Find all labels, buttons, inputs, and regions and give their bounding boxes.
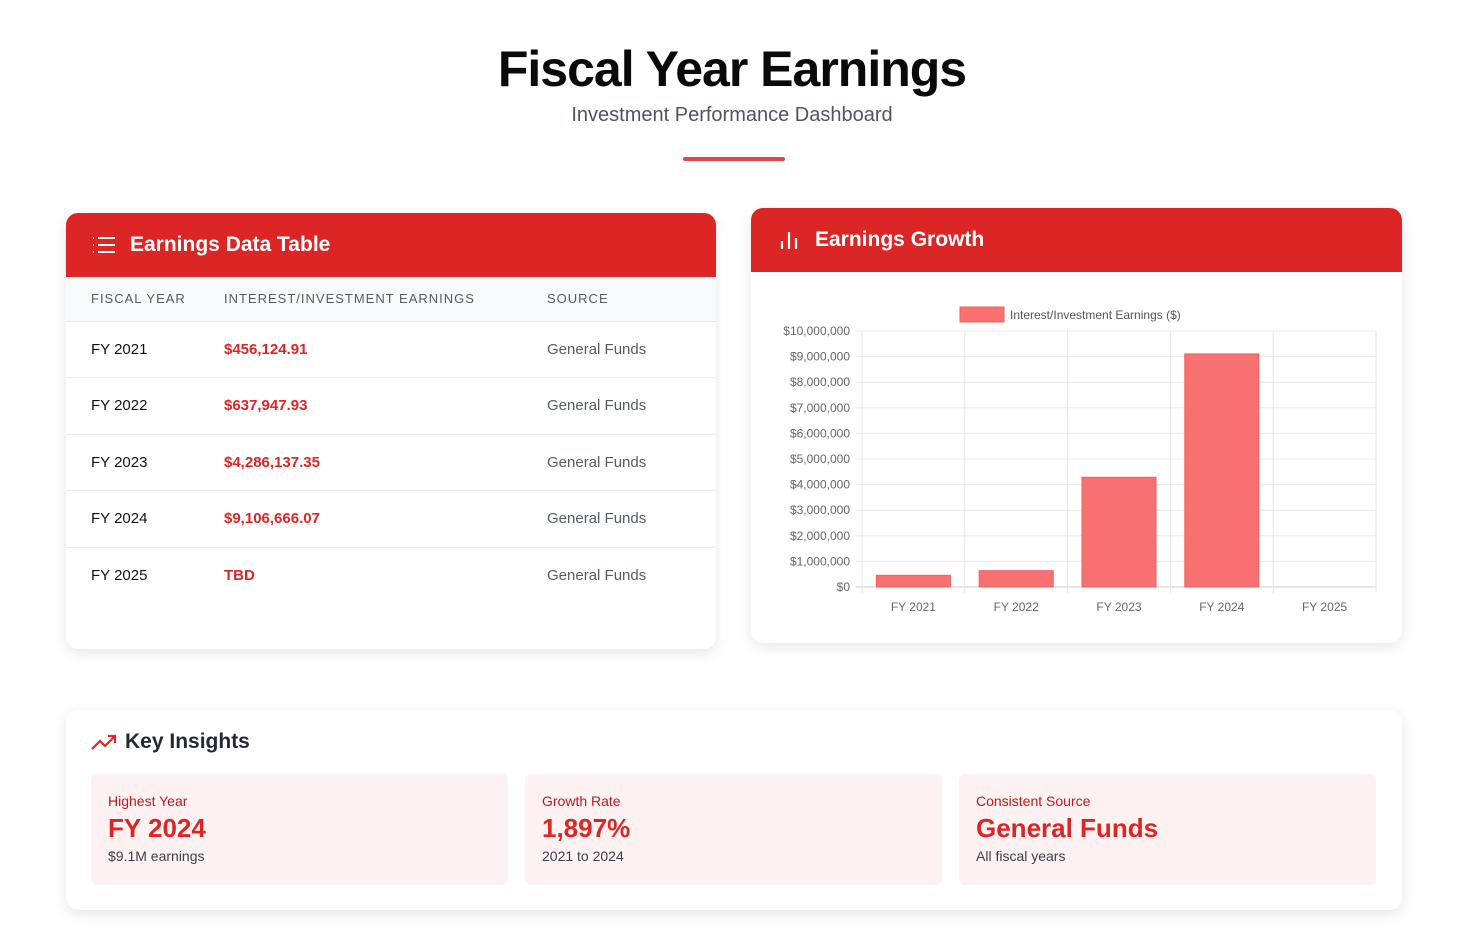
earnings-cell: TBD bbox=[224, 567, 255, 584]
insight-label: Growth Rate bbox=[542, 793, 621, 809]
insight-growth-rate: Growth Rate 1,897% 2021 to 2024 bbox=[525, 774, 942, 885]
table-row: FY 2022 $637,947.93 General Funds bbox=[66, 377, 716, 435]
title-divider bbox=[683, 157, 785, 161]
fiscal-year-cell: FY 2023 bbox=[66, 434, 224, 491]
source-cell: General Funds bbox=[547, 434, 716, 491]
fiscal-year-cell: FY 2021 bbox=[66, 321, 224, 378]
chart-card-title: Earnings Growth bbox=[815, 228, 985, 251]
bar-fy-2022[interactable] bbox=[978, 570, 1054, 588]
table-card-title: Earnings Data Table bbox=[130, 233, 331, 256]
x-tick-label: FY 2025 bbox=[1302, 600, 1347, 614]
chart-card-header: Earnings Growth bbox=[751, 208, 1402, 272]
insight-sub: 2021 to 2024 bbox=[542, 848, 624, 864]
source-cell: General Funds bbox=[547, 567, 647, 584]
legend-label[interactable]: Interest/Investment Earnings ($) bbox=[1010, 308, 1181, 322]
y-tick-label: $8,000,000 bbox=[790, 375, 850, 389]
insight-value: 1,897% bbox=[542, 813, 631, 843]
x-tick-label: FY 2022 bbox=[994, 600, 1039, 614]
legend-swatch[interactable] bbox=[959, 306, 1005, 323]
earnings-cell: $9,106,666.07 bbox=[224, 490, 547, 548]
table-row: FY 2021 $456,124.91 General Funds bbox=[66, 321, 716, 378]
column-header-earnings: INTEREST/INVESTMENT EARNINGS bbox=[224, 277, 547, 322]
insight-highest-year: Highest Year FY 2024 $9.1M earnings bbox=[91, 774, 508, 885]
key-insights-card: Key Insights Highest Year FY 2024 $9.1M … bbox=[66, 710, 1402, 910]
insight-sub: All fiscal years bbox=[976, 848, 1066, 864]
table-row: FY 2024 $9,106,666.07 General Funds bbox=[66, 490, 716, 548]
earnings-cell: $4,286,137.35 bbox=[224, 434, 547, 491]
y-tick-label: $7,000,000 bbox=[790, 401, 850, 415]
list-icon bbox=[93, 237, 115, 253]
insight-value: FY 2024 bbox=[108, 813, 206, 843]
y-tick-label: $0 bbox=[837, 580, 851, 594]
x-tick-label: FY 2023 bbox=[1096, 600, 1141, 614]
x-tick-label: FY 2021 bbox=[891, 600, 936, 614]
earnings-cell: $637,947.93 bbox=[224, 377, 547, 435]
table-card-header: Earnings Data Table bbox=[66, 213, 716, 277]
page-subtitle: Investment Performance Dashboard bbox=[571, 104, 893, 126]
earnings-table-card: Earnings Data Table FISCAL YEAR INTEREST… bbox=[66, 213, 716, 649]
page-title: Fiscal Year Earnings bbox=[497, 41, 967, 97]
insights-heading: Key Insights bbox=[91, 730, 250, 754]
column-header-source: SOURCE bbox=[547, 277, 716, 322]
bar-fy-2024[interactable] bbox=[1184, 353, 1260, 588]
source-cell: General Funds bbox=[547, 321, 716, 378]
y-tick-label: $10,000,000 bbox=[783, 324, 850, 338]
insight-sub: $9.1M earnings bbox=[108, 848, 205, 864]
insight-consistent-source: Consistent Source General Funds All fisc… bbox=[959, 774, 1376, 885]
insight-value: General Funds bbox=[976, 813, 1159, 843]
bar-fy-2023[interactable] bbox=[1081, 476, 1157, 588]
y-tick-label: $9,000,000 bbox=[790, 350, 850, 364]
earnings-bar-chart: $0 $1,000,000 $2,000,000 $3,000,000 $4,000,0… bbox=[783, 306, 1377, 614]
y-tick-label: $2,000,000 bbox=[790, 529, 850, 543]
source-cell: General Funds bbox=[547, 490, 716, 548]
earnings-table: FISCAL YEAR INTEREST/INVESTMENT EARNINGS… bbox=[66, 277, 716, 604]
table-row: FY 2025 TBD General Funds bbox=[66, 547, 716, 604]
insight-label: Highest Year bbox=[108, 793, 188, 809]
table-row: FY 2023 $4,286,137.35 General Funds bbox=[66, 434, 716, 491]
y-tick-label: $3,000,000 bbox=[790, 503, 850, 517]
y-tick-label: $1,000,000 bbox=[790, 554, 850, 568]
insights-title: Key Insights bbox=[125, 730, 250, 753]
y-tick-label: $4,000,000 bbox=[790, 478, 850, 492]
source-cell: General Funds bbox=[547, 377, 716, 435]
earnings-chart-card: Earnings Growth $0 $1,000,000 $2,000,000 $3… bbox=[751, 208, 1402, 643]
earnings-cell: $456,124.91 bbox=[224, 321, 547, 378]
bar-chart-icon bbox=[780, 232, 798, 249]
x-tick-label: FY 2024 bbox=[1199, 600, 1244, 614]
y-tick-label: $5,000,000 bbox=[790, 452, 850, 466]
fiscal-year-cell: FY 2025 bbox=[91, 567, 148, 584]
column-header-fiscal-year: FISCAL YEAR bbox=[66, 277, 224, 322]
insight-label: Consistent Source bbox=[976, 793, 1091, 809]
y-tick-label: $6,000,000 bbox=[790, 426, 850, 440]
fiscal-year-cell: FY 2024 bbox=[66, 490, 224, 548]
bar-fy-2021[interactable] bbox=[875, 574, 951, 588]
fiscal-year-cell: FY 2022 bbox=[66, 377, 224, 435]
trending-up-icon bbox=[91, 734, 117, 750]
